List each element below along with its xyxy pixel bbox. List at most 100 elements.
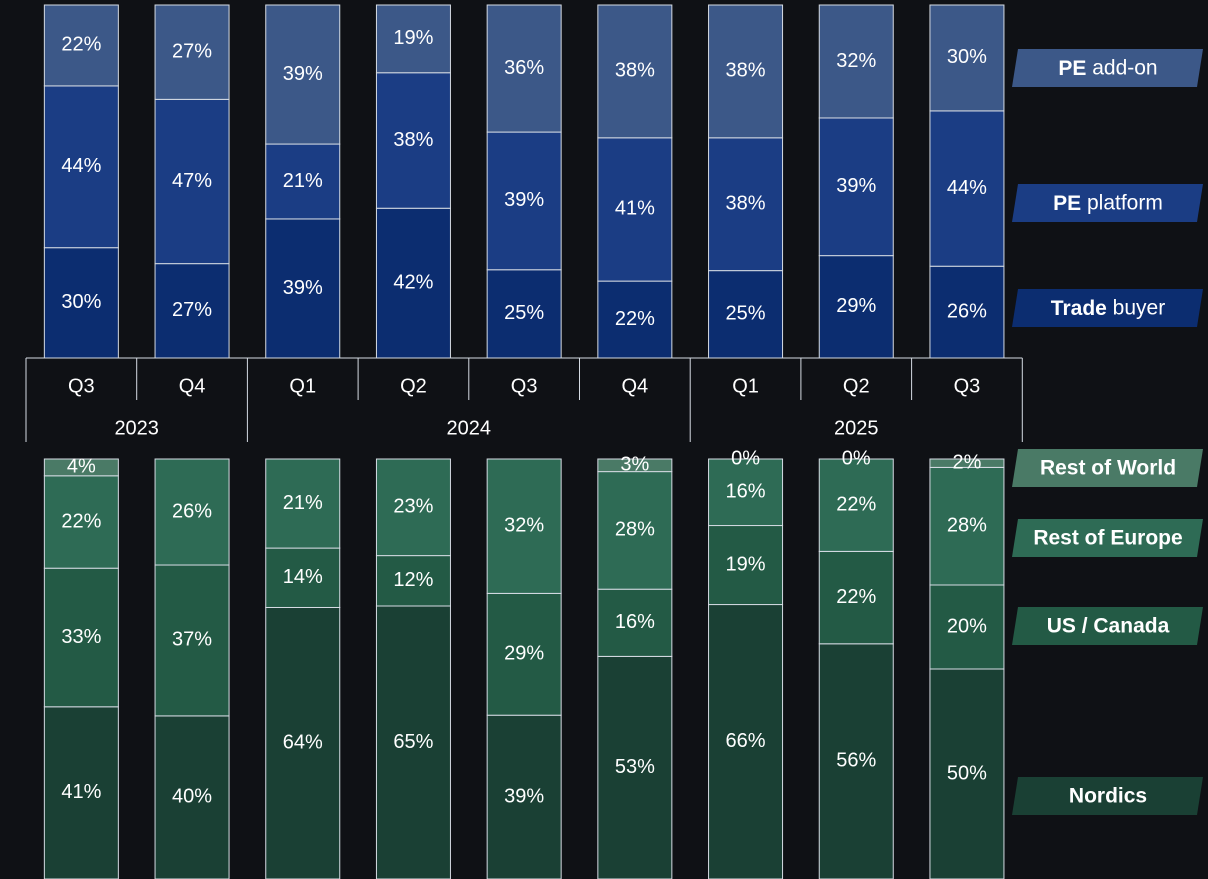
data-label: 27% — [172, 299, 212, 321]
data-label: 32% — [836, 50, 876, 72]
bar-segment — [375, 4, 451, 74]
data-label: 40% — [172, 786, 212, 808]
x-tick-label: Q2 — [843, 375, 870, 397]
data-label: 42% — [393, 271, 433, 293]
data-label: 28% — [947, 514, 987, 536]
data-label: 26% — [947, 300, 987, 322]
bar-segment — [486, 4, 562, 133]
x-tick-label: Q1 — [732, 375, 759, 397]
data-label: 56% — [836, 750, 876, 772]
bar-segment — [929, 668, 1005, 879]
bar-segment — [265, 606, 341, 879]
bar-segment — [154, 4, 230, 100]
bar-segment — [43, 567, 119, 708]
bar-segment — [375, 458, 451, 557]
bar-segment — [43, 247, 119, 359]
x-tick-label: Q1 — [289, 375, 316, 397]
bar-segment — [154, 98, 230, 265]
bar-segment — [597, 137, 673, 282]
data-label: 47% — [172, 170, 212, 192]
bar-segment — [929, 4, 1005, 112]
data-label: 37% — [172, 629, 212, 651]
data-label: 38% — [393, 129, 433, 151]
data-label: 22% — [615, 308, 655, 330]
data-label: 20% — [947, 615, 987, 637]
data-label: 22% — [61, 510, 101, 532]
bar-segment — [708, 270, 784, 359]
data-label: 65% — [393, 731, 433, 753]
data-label: 29% — [836, 295, 876, 317]
bar-segment — [708, 604, 784, 879]
bar-segment — [265, 143, 341, 220]
data-label: 50% — [947, 762, 987, 784]
legend-swatch — [1012, 777, 1203, 815]
data-label: 38% — [726, 60, 766, 82]
bar-segment — [375, 72, 451, 209]
bar-segment — [43, 706, 119, 879]
data-label: 28% — [615, 519, 655, 541]
data-label: 53% — [615, 756, 655, 778]
data-label: 21% — [283, 492, 323, 514]
bar-segment — [597, 4, 673, 139]
data-label: 22% — [61, 34, 101, 56]
bar-segment — [375, 207, 451, 359]
data-label: 22% — [836, 586, 876, 608]
bar-segment — [818, 458, 894, 552]
x-tick-label: Q3 — [954, 375, 981, 397]
data-label: 12% — [393, 569, 433, 591]
data-label: 16% — [726, 481, 766, 503]
bar-segment — [708, 525, 784, 606]
data-label: 27% — [172, 40, 212, 62]
bar-segment — [486, 458, 562, 594]
bar-segment — [265, 218, 341, 359]
data-label: 41% — [61, 781, 101, 803]
data-label: 14% — [283, 566, 323, 588]
data-label: 29% — [504, 643, 544, 665]
legend-swatch — [1012, 449, 1203, 487]
bar-segment — [375, 605, 451, 879]
data-label: 66% — [726, 730, 766, 752]
data-label: 25% — [726, 303, 766, 325]
data-label: 4% — [67, 456, 96, 478]
legend-swatch — [1012, 607, 1203, 645]
x-tick-label: Q3 — [511, 375, 538, 397]
legend-label: PE add-on — [1058, 57, 1157, 80]
bar-segment — [929, 584, 1005, 670]
legend-swatch — [1012, 49, 1203, 87]
bar-segment — [43, 475, 119, 569]
bar-segment — [597, 588, 673, 657]
bar-segment — [818, 117, 894, 257]
legend-swatch — [1012, 519, 1203, 557]
bar-segment — [265, 458, 341, 549]
data-label: 39% — [504, 189, 544, 211]
data-label: 39% — [283, 63, 323, 85]
legend-label: Rest of Europe — [1033, 527, 1182, 550]
data-label: 22% — [836, 493, 876, 515]
bar-segment — [43, 4, 119, 87]
bar-segment — [486, 714, 562, 879]
bar-segment — [154, 458, 230, 566]
x-group-label: 2024 — [447, 417, 492, 439]
data-label: 19% — [726, 553, 766, 575]
legend-label: Rest of World — [1040, 457, 1176, 480]
bar-segment — [597, 280, 673, 359]
bar-segment — [597, 471, 673, 590]
data-label: 26% — [172, 500, 212, 522]
data-label: 0% — [842, 447, 871, 469]
bar-segment — [43, 85, 119, 249]
data-label: 30% — [947, 46, 987, 68]
legend-label: Trade buyer — [1051, 297, 1165, 320]
bar-segment — [929, 458, 1005, 468]
bar-segment — [818, 4, 894, 119]
x-group-label: 2025 — [834, 417, 879, 439]
data-label: 44% — [947, 177, 987, 199]
bar-segment — [375, 555, 451, 607]
data-label: 19% — [393, 27, 433, 49]
bar-segment — [597, 655, 673, 879]
data-label: 3% — [620, 454, 649, 476]
bar-segment — [818, 643, 894, 879]
data-label: 44% — [61, 155, 101, 177]
data-label: 32% — [504, 514, 544, 536]
data-label: 0% — [731, 447, 760, 469]
